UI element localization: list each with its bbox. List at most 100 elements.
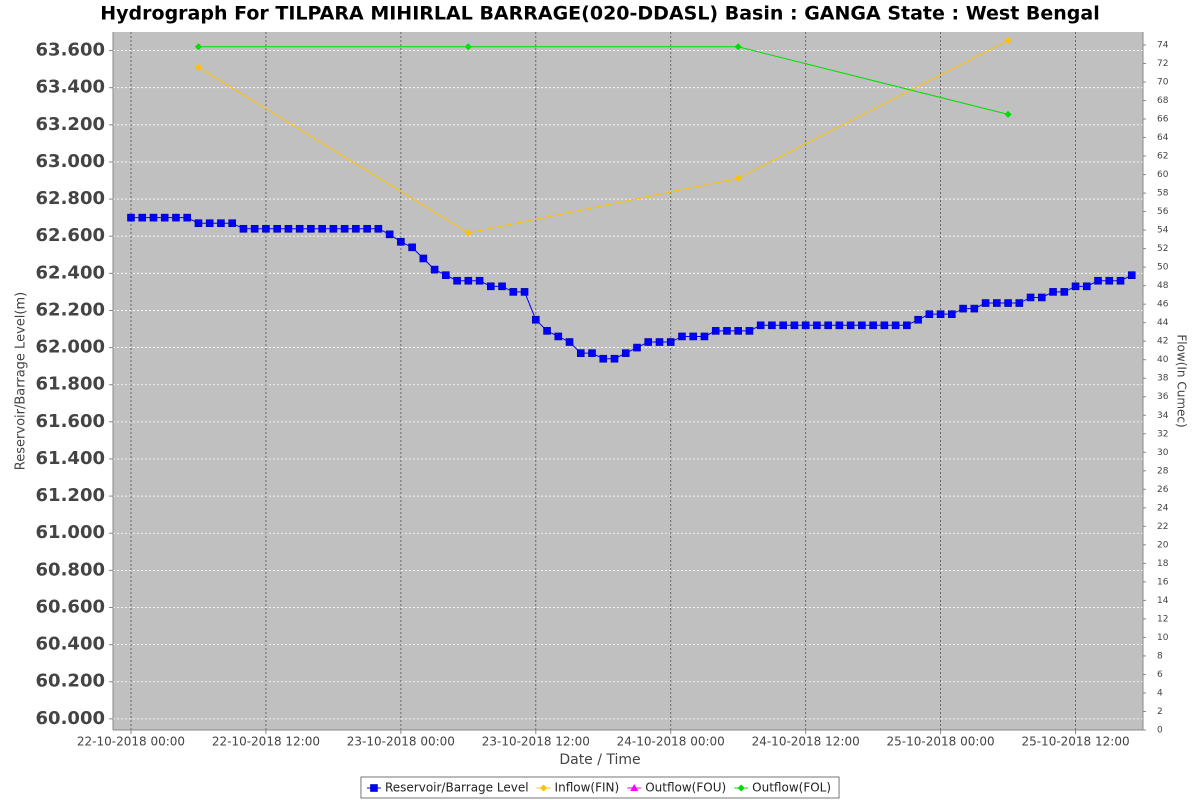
y2-tick-label: 6 [1157, 670, 1163, 680]
marker [228, 219, 236, 228]
marker [737, 784, 745, 792]
marker [734, 174, 742, 182]
marker [633, 343, 641, 352]
x-tick-label: 22-10-2018 12:00 [212, 735, 320, 749]
marker [1015, 299, 1024, 307]
marker [540, 784, 548, 792]
marker [408, 243, 416, 252]
y2-tick-label: 36 [1157, 392, 1169, 402]
marker [779, 321, 787, 330]
marker [1049, 288, 1057, 296]
marker [531, 315, 540, 324]
plot-area [113, 32, 1143, 730]
legend-item: Reservoir/Barrage Level [366, 781, 529, 795]
x-tick-label: 24-10-2018 12:00 [752, 735, 860, 749]
marker [835, 321, 844, 330]
y2-tick-label: 54 [1157, 226, 1169, 236]
y2-tick-label: 74 [1157, 40, 1169, 50]
marker [284, 224, 293, 233]
marker [756, 321, 765, 330]
y2-axis-title: Flow(In Cumec) [1175, 334, 1189, 427]
marker [880, 321, 889, 330]
y-tick-label: 61.000 [36, 522, 105, 543]
marker [745, 327, 754, 335]
y2-tick-label: 28 [1157, 466, 1169, 476]
x-axis-title: Date / Time [559, 752, 640, 768]
y2-tick-label: 32 [1157, 429, 1168, 439]
y-tick-label: 61.800 [36, 374, 105, 395]
y-tick-label: 61.400 [36, 448, 105, 469]
marker [543, 327, 551, 335]
marker [1026, 293, 1035, 302]
marker [1094, 276, 1102, 285]
series-line [198, 46, 1009, 115]
y-tick-label: 62.400 [36, 262, 105, 283]
marker [352, 224, 360, 233]
marker [329, 224, 338, 233]
marker [801, 321, 810, 330]
marker [250, 224, 259, 233]
marker [318, 224, 326, 233]
y2-tick-label: 16 [1157, 577, 1169, 587]
legend-label: Outflow(FOL) [752, 781, 831, 795]
y-tick-label: 63.400 [36, 77, 105, 98]
y2-tick-label: 10 [1157, 633, 1169, 643]
y2-tick-label: 60 [1157, 170, 1169, 180]
x-tick-label: 24-10-2018 00:00 [617, 735, 725, 749]
marker [925, 310, 934, 318]
marker [307, 224, 315, 233]
marker [262, 224, 270, 233]
marker [610, 354, 619, 363]
marker [442, 271, 450, 279]
y-tick-label: 63.600 [36, 40, 105, 61]
marker [981, 299, 990, 307]
marker [993, 299, 1001, 307]
legend-item: Inflow(FIN) [536, 781, 620, 795]
marker [498, 282, 506, 291]
marker [824, 321, 832, 330]
marker [1071, 282, 1080, 291]
x-tick-label: 23-10-2018 00:00 [347, 735, 455, 749]
marker [903, 321, 911, 330]
marker [846, 321, 855, 330]
marker [1004, 36, 1012, 44]
marker [576, 349, 585, 357]
y-tick-label: 61.600 [36, 411, 105, 432]
legend-label: Inflow(FIN) [555, 781, 620, 795]
y-tick-label: 63.000 [36, 151, 105, 172]
y2-tick-label: 58 [1157, 189, 1169, 199]
marker [149, 213, 158, 222]
y2-tick-label: 48 [1157, 281, 1169, 291]
marker [1060, 288, 1069, 296]
y-tick-label: 60.400 [36, 634, 105, 655]
marker [655, 338, 664, 346]
y-tick-label: 61.200 [36, 485, 105, 506]
marker [1105, 276, 1114, 285]
marker [397, 237, 405, 246]
marker [363, 224, 371, 233]
marker [1116, 276, 1125, 285]
legend-label: Outflow(FOU) [645, 781, 726, 795]
marker [678, 332, 686, 341]
y2-tick-label: 4 [1157, 688, 1163, 698]
marker [194, 63, 202, 71]
y2-tick-label: 50 [1157, 263, 1169, 273]
marker [138, 213, 147, 222]
y-tick-label: 60.600 [36, 596, 105, 617]
y2-tick-label: 52 [1157, 244, 1168, 254]
marker [370, 784, 378, 792]
y-tick-label: 62.000 [36, 337, 105, 358]
x-tick-label: 25-10-2018 12:00 [1021, 735, 1129, 749]
marker [858, 321, 866, 330]
marker [1082, 282, 1091, 291]
y2-tick-label: 40 [1157, 355, 1169, 365]
marker [666, 338, 675, 346]
y2-tick-label: 0 [1157, 726, 1163, 736]
y2-tick-label: 2 [1157, 707, 1163, 717]
y2-tick-label: 46 [1157, 300, 1169, 310]
marker [723, 327, 731, 335]
chart-title: Hydrograph For TILPARA MIHIRLAL BARRAGE(… [100, 3, 1099, 25]
marker [183, 213, 192, 222]
